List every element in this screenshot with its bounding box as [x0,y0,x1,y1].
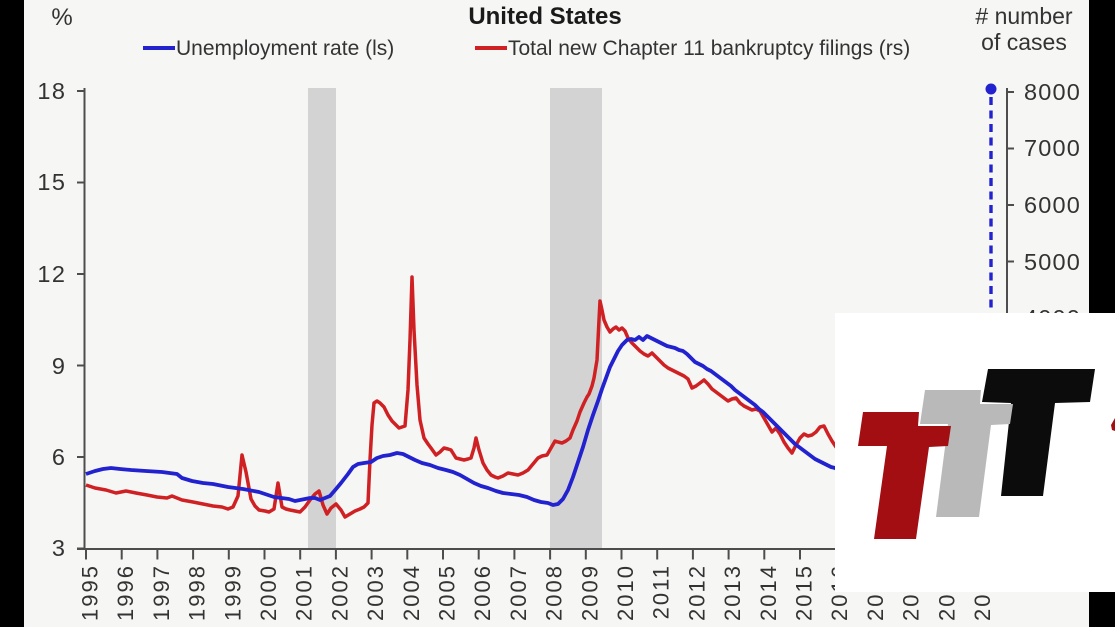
svg-text:12: 12 [37,261,66,287]
svg-text:18: 18 [37,78,66,104]
svg-text:3: 3 [52,535,67,561]
svg-text:2015: 2015 [792,564,817,621]
svg-text:%: % [51,4,72,31]
svg-text:2012: 2012 [684,564,709,621]
svg-text:1998: 1998 [185,564,210,621]
svg-text:2011: 2011 [649,564,674,619]
svg-text:United States: United States [468,3,621,30]
svg-text:6000: 6000 [1024,192,1081,218]
svg-text:2013: 2013 [720,564,745,621]
svg-text:2001: 2001 [292,564,317,621]
svg-text:2006: 2006 [470,564,495,621]
svg-text:1996: 1996 [113,564,138,621]
svg-text:2000: 2000 [256,564,281,621]
svg-text:2009: 2009 [577,564,602,621]
svg-text:5000: 5000 [1024,249,1081,275]
svg-text:2007: 2007 [506,564,531,621]
svg-text:1995: 1995 [78,564,103,621]
svg-text:8000: 8000 [1024,79,1081,105]
svg-text:9: 9 [52,353,67,379]
svg-text:Total new Chapter 11 bankruptc: Total new Chapter 11 bankruptcy filings … [508,37,910,60]
svg-text:2002: 2002 [327,564,352,621]
svg-text:7000: 7000 [1024,135,1081,161]
svg-text:2014: 2014 [756,564,781,621]
svg-text:15: 15 [37,169,66,195]
svg-text:6: 6 [52,444,67,470]
svg-text:# number: # number [975,3,1073,29]
svg-text:Unemployment rate (ls): Unemployment rate (ls) [176,37,394,60]
svg-text:2008: 2008 [542,564,567,621]
svg-text:2010: 2010 [613,564,638,621]
svg-text:of cases: of cases [981,29,1067,55]
svg-text:2004: 2004 [399,564,424,621]
svg-text:1997: 1997 [149,564,174,621]
svg-text:2003: 2003 [363,564,388,621]
svg-text:1999: 1999 [220,564,245,621]
svg-text:2005: 2005 [435,564,460,621]
